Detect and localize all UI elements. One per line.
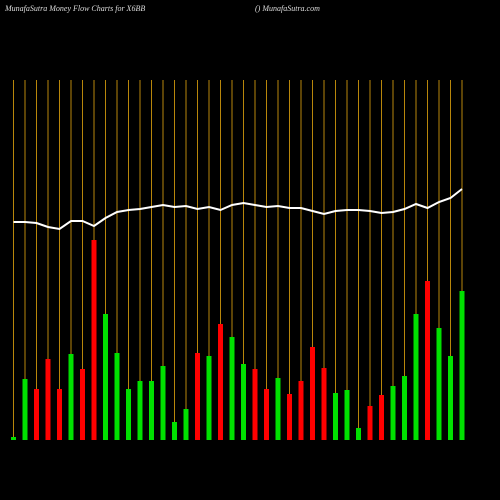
bar xyxy=(195,353,200,440)
bar xyxy=(229,337,235,440)
chart-subtitle: () MunafaSutra.com xyxy=(255,4,320,13)
bar xyxy=(459,291,465,440)
bar xyxy=(252,369,258,440)
bar xyxy=(390,386,396,440)
bar xyxy=(68,354,74,440)
bar xyxy=(103,314,108,440)
bar xyxy=(367,406,373,440)
bar xyxy=(218,324,223,440)
bar xyxy=(172,422,177,440)
bar xyxy=(160,366,166,440)
bar xyxy=(287,394,292,440)
bar xyxy=(57,389,62,440)
bar xyxy=(298,381,304,440)
bar xyxy=(310,347,315,440)
bar xyxy=(114,353,120,440)
bar xyxy=(344,390,350,440)
bar xyxy=(356,428,361,440)
bar xyxy=(241,364,246,440)
bar xyxy=(11,437,16,440)
bar xyxy=(126,389,131,440)
chart-title: MunafaSutra Money Flow Charts for X6BB xyxy=(4,4,145,13)
bar xyxy=(413,314,419,440)
bar xyxy=(321,368,327,440)
bar xyxy=(264,389,269,440)
bar xyxy=(425,281,430,440)
bar xyxy=(275,378,281,440)
bar xyxy=(22,379,28,440)
bar xyxy=(448,356,453,440)
money-flow-line xyxy=(13,188,463,231)
bar xyxy=(80,369,85,440)
bar xyxy=(91,240,97,440)
bar xyxy=(402,376,407,440)
bar xyxy=(45,359,51,440)
bar xyxy=(149,381,154,440)
bar xyxy=(34,389,39,440)
bar xyxy=(183,409,189,440)
bar xyxy=(137,381,143,440)
bar xyxy=(206,356,212,440)
bar xyxy=(333,393,338,440)
bar xyxy=(379,395,384,440)
bar xyxy=(436,328,442,440)
